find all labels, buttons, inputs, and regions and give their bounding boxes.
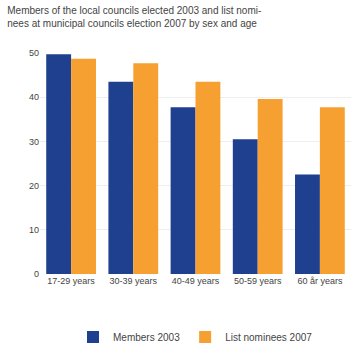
- svg-text:20: 20: [29, 181, 39, 191]
- svg-text:17-29 years: 17-29 years: [47, 276, 95, 286]
- svg-text:30: 30: [29, 137, 39, 147]
- svg-text:0: 0: [34, 269, 39, 279]
- svg-text:40-49 years: 40-49 years: [172, 276, 220, 286]
- svg-text:Members of the local councils: Members of the local councils elected 20…: [7, 5, 261, 29]
- svg-text:40: 40: [29, 92, 39, 102]
- svg-text:50: 50: [29, 48, 39, 58]
- svg-text:List nominees 2007: List nominees 2007: [225, 332, 312, 343]
- svg-text:Members 2003: Members 2003: [113, 332, 180, 343]
- svg-text:60 år years: 60 år years: [297, 276, 343, 286]
- svg-text:30-39 years: 30-39 years: [110, 276, 158, 286]
- svg-text:50-59 years: 50-59 years: [234, 276, 282, 286]
- svg-text:10: 10: [29, 225, 39, 235]
